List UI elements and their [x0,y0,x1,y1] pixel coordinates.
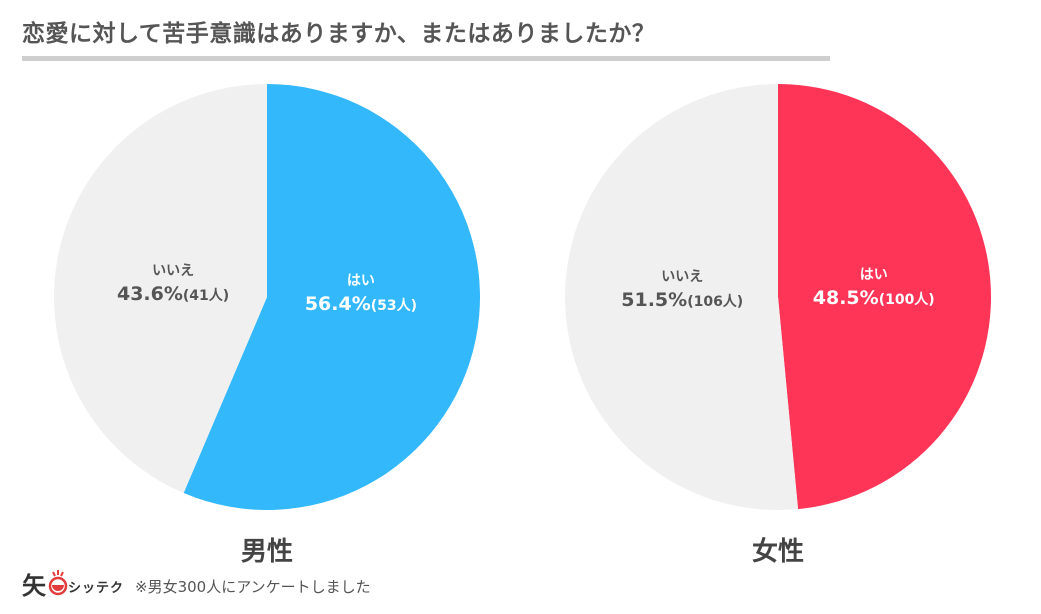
slice-label-name: はい [860,267,888,283]
pie-slice-no [54,84,267,494]
title-underline [22,56,830,61]
pie-chart-female: はい 48.5%(100人) いいえ 51.5%(106人) [564,84,991,510]
brand-name: シッテク [68,581,125,596]
logo-glyph: 矢 [22,572,47,600]
slice-label-name: はい [347,273,375,289]
logo-icon: 矢 [22,570,68,600]
pie-slice-yes [183,84,481,510]
pie-chart-male: はい 56.4%(53人) いいえ 43.6%(41人) [54,84,481,510]
slice-label-name: いいえ [152,263,194,279]
slice-label-value: 43.6%(41人) [117,283,229,305]
slice-label-value: 56.4%(53人) [305,293,417,315]
slice-label-value: 51.5%(106人) [621,289,743,311]
footnote: ※男女300人にアンケートしました [135,578,371,596]
pie-label-female: 女性 [751,537,804,567]
slice-label-value: 48.5%(100人) [813,287,935,309]
pie-slice-yes [778,84,991,510]
pie-label-male: 男性 [240,537,293,567]
pie-slice-no [564,84,799,510]
chart-title: 恋愛に対して苦手意識はありますか、またはありましたか？ [22,21,656,47]
slice-label-name: いいえ [661,269,703,285]
logo: 矢 [20,568,150,602]
